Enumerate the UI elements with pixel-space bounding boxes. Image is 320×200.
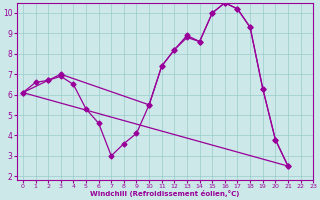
X-axis label: Windchill (Refroidissement éolien,°C): Windchill (Refroidissement éolien,°C) [90,190,240,197]
